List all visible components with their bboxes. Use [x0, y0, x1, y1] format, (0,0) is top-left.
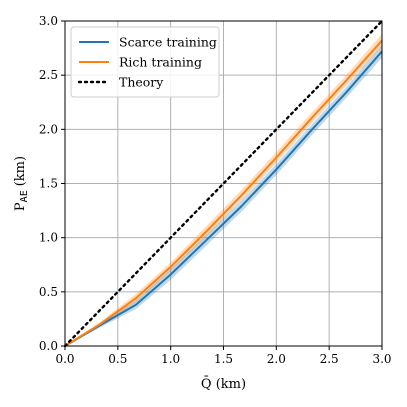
y-axis-label-main: P	[13, 202, 28, 211]
legend-label: Theory	[119, 75, 164, 90]
x-tick-label: 2.0	[267, 352, 286, 366]
axis-ticks: 0.0 0.5 1.0 1.5 2.0 2.5 3.0 0.0 0.5 1.0 1.5 2.0 2.5 3…	[39, 14, 392, 366]
y-tick-label: 0.5	[39, 285, 58, 299]
legend-box	[70, 26, 220, 98]
series-line	[64, 39, 383, 347]
legend: Scarce training Rich training Theory	[70, 26, 220, 98]
series-line	[64, 50, 383, 347]
y-axis-label-subscript: AE	[19, 190, 30, 202]
x-tick-label: 1.5	[214, 352, 233, 366]
x-tick-label: 2.5	[320, 352, 339, 366]
y-axis-label-unit: (km)	[13, 156, 28, 186]
legend-label: Rich training	[119, 55, 202, 70]
y-tick-label: 1.0	[39, 231, 58, 245]
x-axis-label: Q̄ (km)	[201, 376, 246, 392]
y-tick-label: 3.0	[39, 14, 58, 28]
y-tick-label: 0.0	[39, 339, 58, 353]
series-lines	[63, 19, 384, 348]
legend-label: Scarce training	[119, 35, 217, 50]
y-axis-label: PAE (km)	[13, 156, 30, 211]
y-tick-label: 2.5	[39, 68, 58, 82]
x-tick-label: 1.0	[161, 352, 180, 366]
y-tick-label: 2.0	[39, 122, 58, 136]
x-tick-label: 3.0	[372, 352, 391, 366]
x-tick-label: 0.0	[55, 352, 74, 366]
y-tick-label: 1.5	[39, 177, 58, 191]
series-line	[63, 19, 384, 348]
x-tick-label: 0.5	[108, 352, 127, 366]
